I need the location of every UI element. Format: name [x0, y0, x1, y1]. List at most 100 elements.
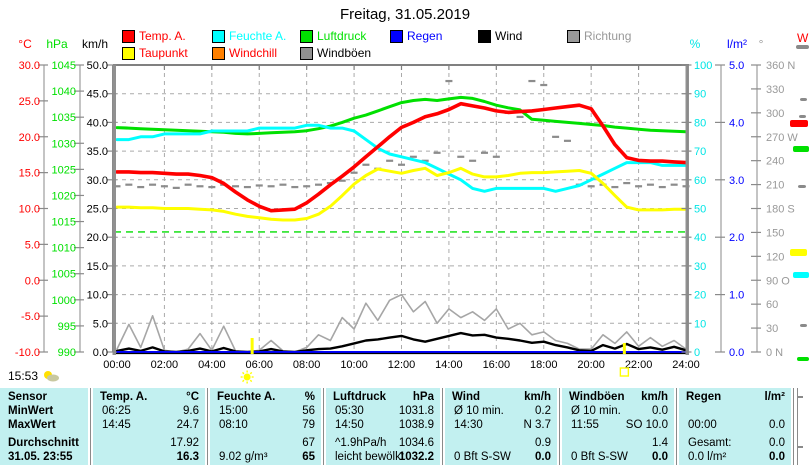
separator-line — [442, 388, 443, 465]
table-cell: 24.7 — [176, 419, 199, 431]
separator-line — [207, 388, 208, 465]
svg-text:24:00: 24:00 — [672, 359, 700, 371]
svg-text:1030: 1030 — [52, 138, 76, 150]
column-unit-windb-en: km/h — [641, 391, 668, 403]
svg-text:20.0: 20.0 — [19, 132, 40, 144]
table-cell: 14:30 — [454, 419, 483, 431]
windb-en-swatch-icon — [300, 47, 313, 60]
svg-text:150: 150 — [766, 227, 784, 239]
feuchte-a-swatch-icon — [212, 30, 225, 43]
x-axis-labels: 00:00 02:00 04:00 06:00 08:00 10:00 12:00 14:00… — [103, 359, 700, 371]
table-cell: 0.0 — [769, 419, 785, 431]
table-cell: 9.02 g/m³ — [219, 451, 268, 463]
table-cell: 9.6 — [183, 405, 199, 417]
svg-text:270 W: 270 W — [766, 132, 798, 144]
table-cell: 1031.8 — [398, 405, 434, 417]
column-unit-regen: l/m² — [764, 391, 785, 403]
svg-text:1015: 1015 — [52, 217, 76, 229]
svg-text:50.0: 50.0 — [87, 60, 108, 72]
table-cell: 79 — [302, 419, 315, 431]
svg-text:80: 80 — [694, 117, 706, 129]
wind-swatch-icon — [478, 30, 491, 43]
row-label-31-05-23-55: 31.05. 23:55 — [8, 451, 73, 463]
svg-text:330: 330 — [766, 84, 784, 96]
svg-text:22:00: 22:00 — [625, 359, 653, 371]
svg-text:0 N: 0 N — [766, 347, 783, 359]
svg-text:35.0: 35.0 — [87, 146, 108, 158]
svg-text:4.0: 4.0 — [729, 117, 744, 129]
svg-text:08:00: 08:00 — [293, 359, 321, 371]
separator-line — [559, 388, 560, 465]
svg-text:40.0: 40.0 — [87, 117, 108, 129]
svg-text:5.0: 5.0 — [729, 60, 744, 72]
svg-text:360 N: 360 N — [766, 60, 795, 72]
edge-tick — [797, 396, 803, 398]
svg-text:10:00: 10:00 — [340, 359, 368, 371]
axis-temp: 30.0 25.0 20.0 15.0 10.0 5.0 0.0 -5.0 -10.0 °C — [15, 37, 48, 359]
svg-text:5.0: 5.0 — [25, 239, 40, 251]
svg-text:990: 990 — [58, 347, 76, 359]
column-header-windb-en: Windböen — [569, 391, 625, 403]
table-cell: 0.0 — [652, 451, 668, 463]
table-cell: 56 — [302, 405, 315, 417]
column-separator — [321, 388, 326, 465]
table-cell: 0.0 — [769, 451, 785, 463]
table-cell: 0 Bft S-SW — [571, 451, 628, 463]
svg-text:0: 0 — [694, 347, 700, 359]
svg-text:1020: 1020 — [52, 190, 76, 202]
svg-text:04:00: 04:00 — [198, 359, 226, 371]
column-unit-temp-a: °C — [186, 391, 199, 403]
column-header-regen: Regen — [686, 391, 722, 403]
legend-label: Feuchte A. — [229, 29, 287, 43]
svg-text:995: 995 — [58, 321, 76, 333]
table-cell: 0.0 l/m² — [688, 451, 727, 463]
table-cell: 17.92 — [170, 437, 199, 449]
svg-text:2.0: 2.0 — [729, 232, 744, 244]
column-separator — [88, 388, 93, 465]
page-title: Freitag, 31.05.2019 — [339, 6, 471, 23]
table-cell: leicht bewölkt↓ — [335, 451, 406, 463]
svg-text:1.0: 1.0 — [729, 290, 744, 302]
table-cell: 0.0 — [769, 437, 785, 449]
column-separator — [791, 388, 796, 465]
column-unit-wind: km/h — [524, 391, 551, 403]
svg-text:10.0: 10.0 — [19, 204, 40, 216]
sunrise-sun-icon — [240, 370, 254, 384]
table-cell: 11:55 — [571, 419, 599, 431]
table-cell: 08:10 — [219, 419, 248, 431]
svg-text:1025: 1025 — [52, 164, 76, 176]
series-feuchte-a — [115, 123, 688, 193]
svg-text:15.0: 15.0 — [19, 168, 40, 180]
legend-label: Windböen — [317, 46, 372, 60]
separator-line — [676, 388, 677, 465]
table-cell: 06:25 — [102, 405, 131, 417]
svg-text:1010: 1010 — [52, 243, 76, 255]
separator-line — [90, 388, 91, 465]
svg-text:1045: 1045 — [52, 60, 76, 72]
svg-text:1040: 1040 — [52, 86, 76, 98]
svg-text:60: 60 — [766, 299, 778, 311]
svg-text:5.0: 5.0 — [93, 318, 108, 330]
svg-text:70: 70 — [694, 146, 706, 158]
series-temp-a — [115, 101, 688, 213]
svg-text:12:00: 12:00 — [388, 359, 416, 371]
table-cell: 05:30 — [335, 405, 364, 417]
column-separator — [205, 388, 210, 465]
table-cell: 0.0 — [535, 451, 551, 463]
legend-label: Richtung — [584, 29, 632, 43]
svg-text:30.0: 30.0 — [19, 60, 40, 72]
svg-text:120: 120 — [766, 251, 784, 263]
table-cell: 1032.2 — [398, 451, 434, 463]
table-cell: 1034.6 — [398, 437, 434, 449]
svg-text:1005: 1005 — [52, 269, 76, 281]
temp-a-swatch-icon — [122, 30, 135, 43]
svg-text:30: 30 — [694, 261, 706, 273]
table-cell: 1.4 — [652, 437, 668, 449]
svg-text:20: 20 — [694, 290, 706, 302]
table-cell: 00:00 — [688, 419, 717, 431]
svg-text:0.0: 0.0 — [25, 275, 40, 287]
regen-swatch-icon — [390, 30, 403, 43]
table-cell: 1038.9 — [398, 419, 434, 431]
svg-text:%: % — [690, 37, 701, 51]
svg-text:90: 90 — [694, 89, 706, 101]
